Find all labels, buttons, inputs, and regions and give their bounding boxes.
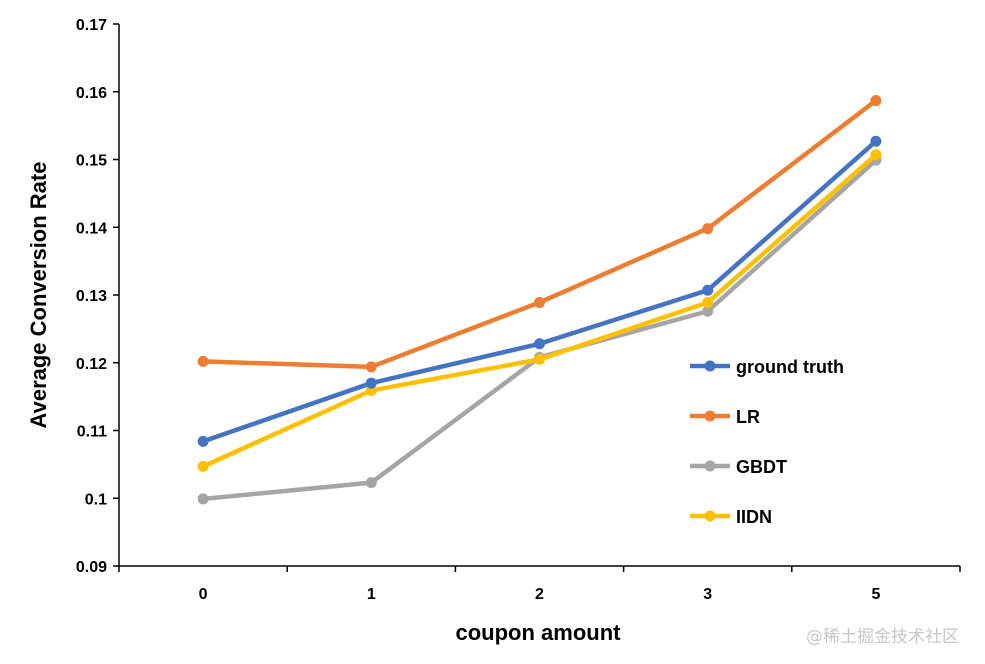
data-point xyxy=(702,305,714,317)
data-point xyxy=(702,296,714,308)
legend-item: ground truth xyxy=(690,357,844,377)
x-tick-label: 3 xyxy=(703,586,712,603)
data-point xyxy=(534,353,545,365)
series-line xyxy=(200,98,879,370)
axes xyxy=(113,23,961,572)
y-tick-label: 0.12 xyxy=(76,356,107,373)
data-point xyxy=(534,338,545,350)
data-point xyxy=(197,493,209,505)
legend: ground truth LR GBDT IIDN xyxy=(690,357,844,527)
x-tick-label: 0 xyxy=(199,586,208,603)
data-point xyxy=(365,361,377,373)
data-point xyxy=(365,377,377,389)
series-ground-truth xyxy=(197,135,882,447)
y-tick-label: 0.1 xyxy=(85,491,107,508)
legend-marker xyxy=(704,460,716,472)
data-point xyxy=(702,223,714,235)
legend-label: GBDT xyxy=(736,457,787,477)
legend-marker xyxy=(704,360,716,372)
y-tick-label: 0.14 xyxy=(76,220,107,237)
data-point xyxy=(870,135,882,147)
legend-label: ground truth xyxy=(736,357,844,377)
legend-item: GBDT xyxy=(690,457,787,477)
x-axis-title: coupon amount xyxy=(456,620,622,645)
legend-marker xyxy=(704,410,716,422)
legend-marker xyxy=(704,510,716,522)
data-point xyxy=(197,460,209,472)
series-line xyxy=(200,152,879,469)
data-point xyxy=(534,296,545,308)
y-tick-label: 0.09 xyxy=(76,559,107,576)
series-lines xyxy=(197,95,882,505)
y-tick-label: 0.17 xyxy=(76,17,107,34)
y-tick-label: 0.13 xyxy=(76,288,107,305)
series-line xyxy=(200,138,879,444)
legend-item: IIDN xyxy=(690,507,772,527)
x-tick-label: 5 xyxy=(871,586,880,603)
x-tick-labels: 0 1 2 3 5 xyxy=(199,586,881,603)
data-point xyxy=(197,355,209,367)
y-tick-label: 0.16 xyxy=(76,85,107,102)
series-line xyxy=(200,157,879,502)
legend-label: IIDN xyxy=(736,507,772,527)
series-lr xyxy=(197,95,882,373)
y-tick-label: 0.15 xyxy=(76,153,107,170)
data-point xyxy=(365,477,377,489)
data-point xyxy=(702,284,714,296)
data-point xyxy=(870,95,882,107)
watermark: @稀土掘金技术社区 xyxy=(806,627,959,647)
data-point xyxy=(197,435,209,447)
data-point xyxy=(870,149,882,161)
y-tick-label: 0.11 xyxy=(77,424,107,441)
y-axis-title: Average Conversion Rate xyxy=(26,162,51,429)
legend-label: LR xyxy=(736,407,760,427)
legend-item: LR xyxy=(690,407,760,427)
y-tick-labels: 0.09 0.1 0.11 0.12 0.13 0.14 0.15 0.16 0.17 xyxy=(76,17,107,576)
series-gbdt xyxy=(197,154,882,505)
series-iidn xyxy=(197,149,882,472)
x-tick-label: 1 xyxy=(367,586,376,603)
x-tick-label: 2 xyxy=(535,586,544,603)
